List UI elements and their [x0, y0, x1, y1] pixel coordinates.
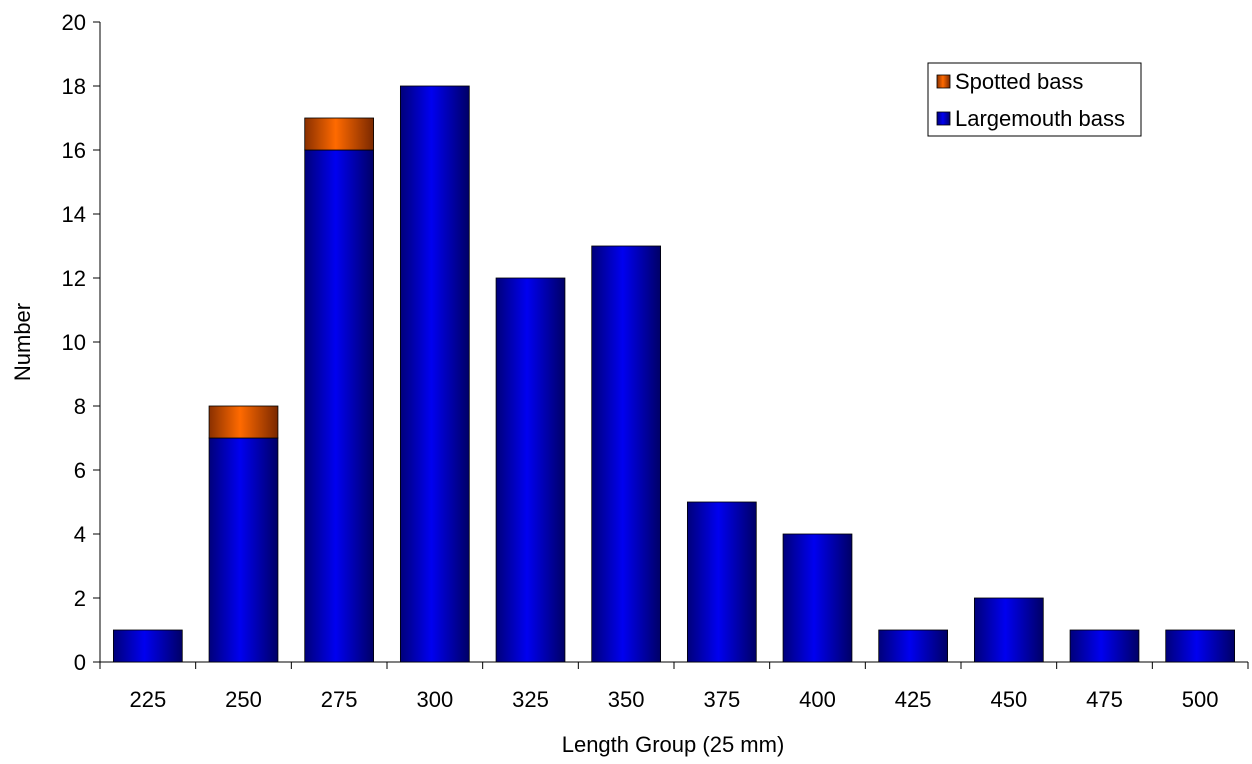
- y-tick-label: 2: [74, 586, 86, 611]
- y-tick-label: 4: [74, 522, 86, 547]
- bar-largemouth-bass-225: [112, 629, 183, 663]
- bar-largemouth-bass-300: [399, 85, 470, 663]
- bar-largemouth-bass-425: [878, 629, 949, 663]
- y-tick-label: 18: [62, 74, 86, 99]
- y-axis-title: Number: [10, 303, 35, 381]
- x-tick-label: 400: [799, 687, 836, 712]
- bar-largemouth-bass-275: [304, 149, 375, 663]
- y-tick-label: 14: [62, 202, 86, 227]
- x-tick-label: 450: [990, 687, 1027, 712]
- x-tick-label: 250: [225, 687, 262, 712]
- bar-largemouth-bass-325: [495, 277, 566, 663]
- bar-largemouth-bass-500: [1165, 629, 1236, 663]
- bar-spotted-bass-250: [208, 405, 279, 439]
- x-tick-label: 225: [129, 687, 166, 712]
- y-tick-label: 12: [62, 266, 86, 291]
- bar-largemouth-bass-250: [208, 437, 279, 663]
- y-tick-label: 6: [74, 458, 86, 483]
- bar-largemouth-bass-350: [591, 245, 662, 663]
- x-tick-label: 500: [1182, 687, 1219, 712]
- x-axis-title: Length Group (25 mm): [562, 732, 785, 757]
- x-tick-label: 350: [608, 687, 645, 712]
- bar-largemouth-bass-450: [973, 597, 1044, 663]
- legend-label-largemouth-bass: Largemouth bass: [955, 106, 1125, 131]
- x-tick-label: 425: [895, 687, 932, 712]
- x-tick-label: 275: [321, 687, 358, 712]
- y-tick-label: 0: [74, 650, 86, 675]
- bar-spotted-bass-275: [304, 117, 375, 151]
- legend-swatch-largemouth-bass: [936, 111, 951, 126]
- bars: [112, 85, 1236, 663]
- y-tick-label: 16: [62, 138, 86, 163]
- legend-frame: [927, 62, 1142, 137]
- x-tick-label: 375: [703, 687, 740, 712]
- legend-swatch-spotted-bass: [936, 74, 951, 89]
- bar-largemouth-bass-400: [782, 533, 853, 663]
- bar-largemouth-bass-475: [1069, 629, 1140, 663]
- axes: [93, 21, 1249, 669]
- y-tick-label: 8: [74, 394, 86, 419]
- legend-label-spotted-bass: Spotted bass: [955, 69, 1083, 94]
- legend: Spotted bass Largemouth bass: [927, 62, 1142, 137]
- y-tick-label: 10: [62, 330, 86, 355]
- x-tick-label: 300: [416, 687, 453, 712]
- bar-largemouth-bass-375: [686, 501, 757, 663]
- x-tick-label: 325: [512, 687, 549, 712]
- y-tick-label: 20: [62, 10, 86, 35]
- x-tick-label: 475: [1086, 687, 1123, 712]
- tick-labels: 0 2 4 6 8 10 12 14 16 18 20 225 250 275 300 325 350 375 40…: [62, 10, 1219, 712]
